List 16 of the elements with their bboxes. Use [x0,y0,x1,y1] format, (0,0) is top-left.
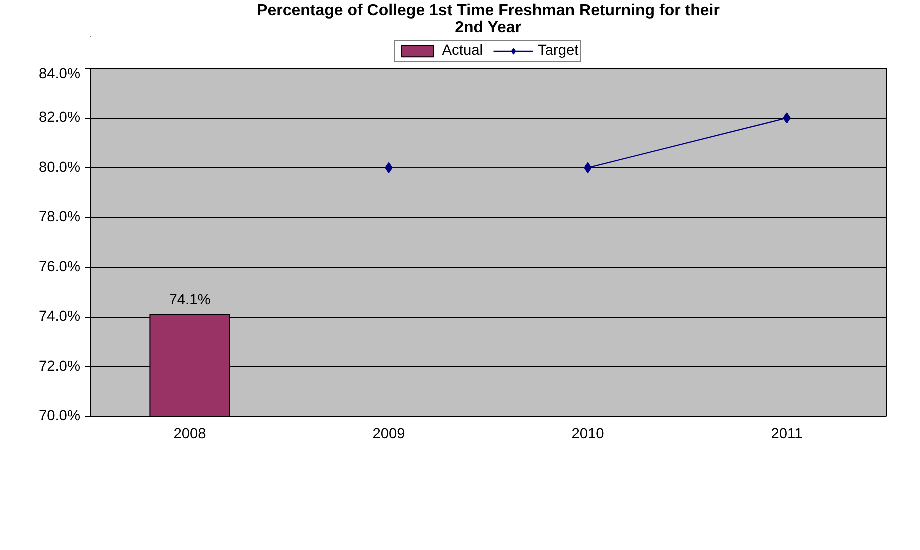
chart-title: Percentage of College 1st Time Freshman Returning for their 2nd Year [257,2,720,36]
x-tick-label: 2009 [372,426,406,442]
x-tick-label: 2011 [771,426,803,442]
legend-label: Actual [442,43,483,59]
y-tick-label: 76.0% [38,259,81,276]
y-tick-label: 72.0% [38,358,81,375]
y-tick-label: 80.0% [38,160,81,176]
x-tick-label: 2010 [572,426,604,442]
y-tick-label: 82.0% [38,110,81,126]
legend-label: Target [538,43,579,59]
y-tick-label: 78.0% [38,210,81,226]
y-tick-label: 74.0% [38,309,81,326]
data-label: 74.1% [169,292,211,309]
x-tick-label: 2008 [174,426,206,442]
y-tick-label: 84.0% [38,66,81,82]
y-tick-label: 70.0% [38,408,81,424]
